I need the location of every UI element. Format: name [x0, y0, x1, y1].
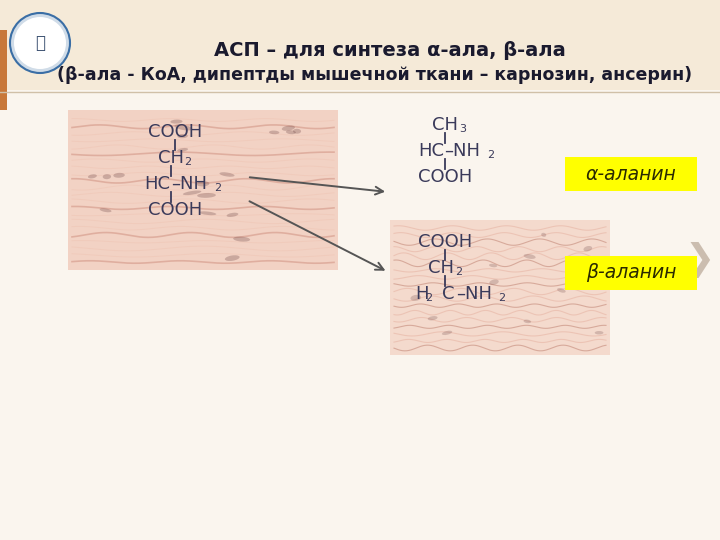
Ellipse shape: [569, 262, 581, 268]
Text: 2: 2: [498, 293, 505, 303]
Text: CH: CH: [158, 149, 184, 167]
Text: 2: 2: [456, 267, 462, 277]
Bar: [0, 30, 7, 110]
Bar: [390, 220, 610, 355]
Text: –NH: –NH: [456, 285, 492, 303]
Ellipse shape: [489, 264, 498, 267]
Ellipse shape: [171, 119, 182, 124]
Text: 3: 3: [459, 124, 467, 134]
Text: 2: 2: [215, 183, 222, 193]
Ellipse shape: [286, 130, 296, 134]
Text: COOH: COOH: [418, 233, 472, 251]
Text: COOH: COOH: [148, 201, 202, 219]
Text: H: H: [415, 285, 428, 303]
Text: 2: 2: [487, 150, 495, 160]
Text: –NH: –NH: [444, 142, 480, 160]
Ellipse shape: [225, 255, 240, 261]
Ellipse shape: [197, 181, 210, 186]
FancyBboxPatch shape: [565, 157, 697, 191]
Ellipse shape: [583, 246, 592, 252]
Text: ⛪: ⛪: [35, 34, 45, 52]
Text: HC: HC: [418, 142, 444, 160]
Ellipse shape: [199, 211, 216, 215]
Ellipse shape: [177, 134, 188, 138]
Ellipse shape: [541, 233, 546, 237]
Text: АСП – для синтеза α-ала, β-ала: АСП – для синтеза α-ала, β-ала: [214, 40, 566, 59]
Text: CH: CH: [432, 116, 458, 134]
Text: ❯: ❯: [685, 242, 715, 278]
Ellipse shape: [227, 213, 238, 217]
Text: (β-ала - КоА, дипептды мышечной ткани – карнозин, ансерин): (β-ала - КоА, дипептды мышечной ткани – …: [58, 66, 693, 84]
Text: 2: 2: [184, 157, 192, 167]
Text: CH: CH: [428, 259, 454, 277]
Circle shape: [14, 17, 66, 69]
Ellipse shape: [282, 125, 295, 131]
Text: COOH: COOH: [418, 168, 472, 186]
Ellipse shape: [523, 320, 531, 323]
Ellipse shape: [442, 330, 452, 335]
Ellipse shape: [88, 174, 97, 178]
Ellipse shape: [197, 193, 216, 198]
Text: β-аланин: β-аланин: [586, 264, 676, 282]
Ellipse shape: [410, 295, 421, 301]
Ellipse shape: [269, 131, 279, 134]
Text: C: C: [442, 285, 454, 303]
Ellipse shape: [293, 129, 301, 134]
Ellipse shape: [428, 316, 438, 320]
Text: HC: HC: [144, 175, 170, 193]
Bar: [68, 110, 338, 270]
Ellipse shape: [103, 174, 111, 179]
Text: –NH: –NH: [171, 175, 207, 193]
Ellipse shape: [99, 208, 112, 212]
Ellipse shape: [220, 172, 235, 177]
Text: COOH: COOH: [148, 123, 202, 141]
Ellipse shape: [113, 173, 125, 178]
Ellipse shape: [490, 279, 499, 285]
FancyBboxPatch shape: [565, 256, 697, 290]
Ellipse shape: [557, 288, 566, 293]
Text: 2: 2: [426, 293, 433, 303]
Ellipse shape: [177, 148, 188, 152]
Ellipse shape: [174, 125, 192, 131]
Ellipse shape: [233, 237, 250, 241]
Ellipse shape: [523, 254, 536, 259]
Ellipse shape: [183, 191, 202, 195]
Circle shape: [10, 13, 70, 73]
Bar: [0, 0, 720, 90]
Text: α-аланин: α-аланин: [585, 165, 676, 184]
Ellipse shape: [595, 331, 603, 334]
